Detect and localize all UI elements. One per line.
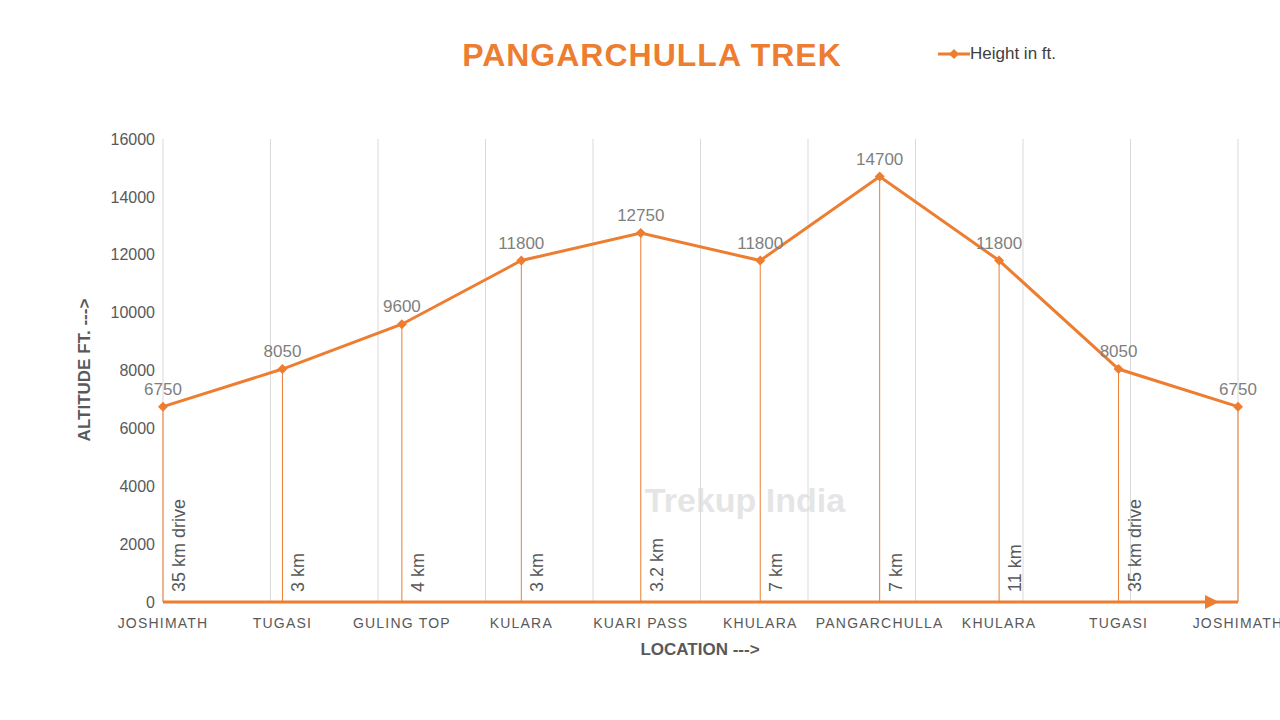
svg-text:PANGARCHULLA: PANGARCHULLA [816,615,944,631]
svg-text:35 km drive: 35 km drive [1125,499,1145,592]
svg-text:TUGASI: TUGASI [253,615,312,631]
svg-text:11800: 11800 [976,234,1022,253]
svg-text:35 km drive: 35 km drive [169,499,189,592]
svg-text:JOSHIMATH: JOSHIMATH [118,615,209,631]
svg-text:11800: 11800 [498,234,544,253]
svg-text:12000: 12000 [111,246,156,263]
svg-text:3.2 km: 3.2 km [647,538,667,592]
html-text:ALTITUDE FT. --->: ALTITUDE FT. ---> [75,298,94,442]
svg-text:16000: 16000 [111,131,156,148]
svg-text:6750: 6750 [1219,380,1257,399]
svg-text:8000: 8000 [119,362,155,379]
svg-text:3 km: 3 km [527,553,547,592]
svg-text:8050: 8050 [264,342,302,361]
svg-text:KUARI PASS: KUARI PASS [593,615,688,631]
svg-text:GULING TOP: GULING TOP [353,615,451,631]
html-text:PANGARCHULLA TREK: PANGARCHULLA TREK [462,36,842,73]
svg-text:KHULARA: KHULARA [962,615,1037,631]
svg-text:4 km: 4 km [408,553,428,592]
svg-text:3 km: 3 km [288,553,308,592]
html-text:Trekup India: Trekup India [644,480,846,519]
svg-text:10000: 10000 [111,304,156,321]
svg-text:8050: 8050 [1100,342,1138,361]
svg-text:6750: 6750 [144,380,182,399]
svg-text:JOSHIMATH: JOSHIMATH [1193,615,1272,631]
svg-text:7 km: 7 km [886,553,906,592]
html-text:Height in ft.: Height in ft. [970,44,1056,63]
svg-text:0: 0 [146,594,155,611]
svg-text:2000: 2000 [119,536,155,553]
svg-text:KULARA: KULARA [490,615,553,631]
svg-text:14700: 14700 [856,150,903,169]
html-text:LOCATION --->: LOCATION ---> [640,640,760,659]
svg-text:12750: 12750 [617,206,664,225]
svg-text:7 km: 7 km [766,553,786,592]
svg-text:11 km: 11 km [1005,544,1025,592]
svg-text:TUGASI: TUGASI [1089,615,1148,631]
svg-text:KHULARA: KHULARA [723,615,798,631]
svg-text:11800: 11800 [737,234,783,253]
svg-text:4000: 4000 [119,478,155,495]
svg-text:6000: 6000 [119,420,155,437]
svg-text:14000: 14000 [111,189,156,206]
svg-text:9600: 9600 [383,297,421,316]
